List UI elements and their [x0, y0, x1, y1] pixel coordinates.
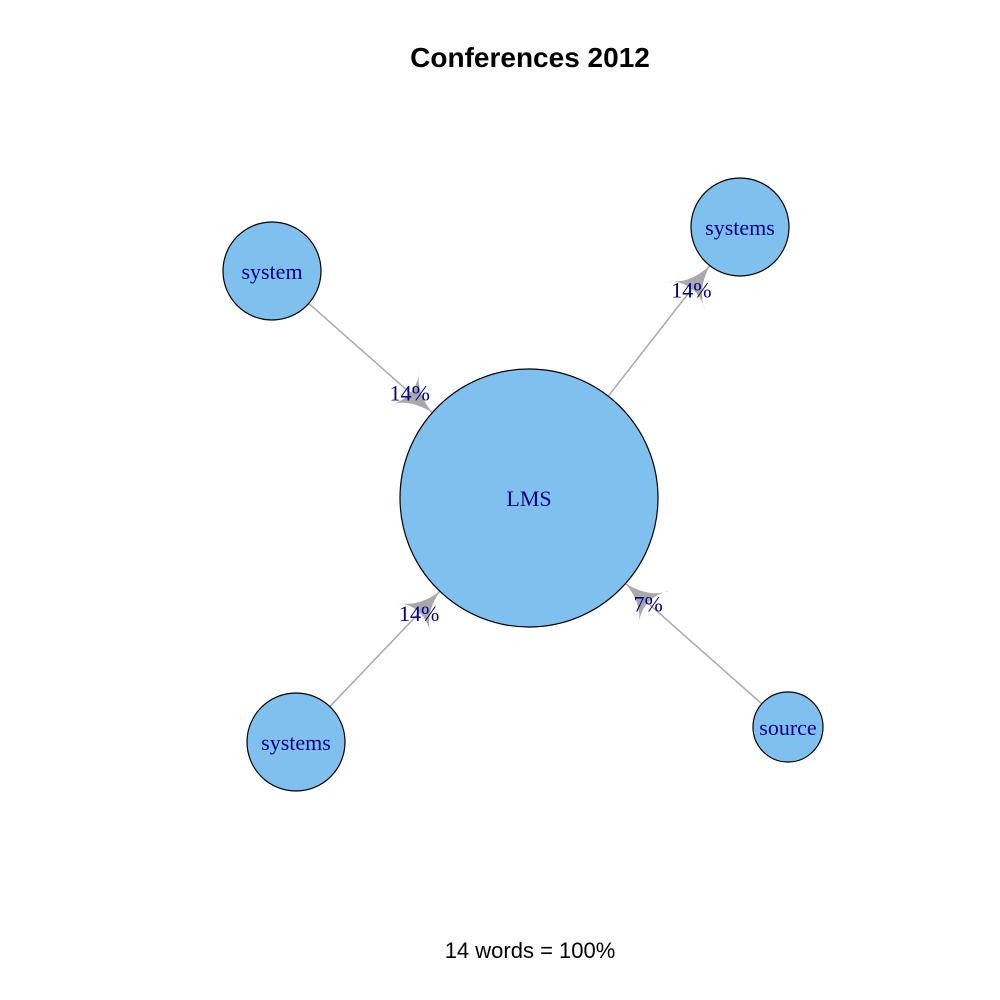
edge-label: 14% — [390, 381, 430, 406]
edge-label: 14% — [671, 277, 711, 302]
diagram-footer: 14 words = 100% — [444, 938, 616, 963]
edge-source-to-lms — [625, 582, 763, 705]
node-label: LMS — [506, 486, 551, 511]
arrowhead-icon — [396, 591, 440, 636]
node-circle — [246, 692, 346, 792]
edge-line — [625, 582, 763, 705]
node-circle — [222, 221, 322, 321]
arrowhead-icon — [625, 583, 671, 627]
edge-label: 14% — [399, 601, 439, 626]
nodes-layer: LMS system systems systems source — [222, 177, 824, 792]
edge-label: 7% — [633, 591, 662, 616]
node-systems-bottom: systems — [246, 692, 346, 792]
edge-labels-layer: 14% 14% 14% 7% — [390, 277, 712, 626]
edge-system-to-lms — [308, 302, 433, 414]
node-label: system — [241, 259, 302, 284]
node-label: systems — [261, 730, 331, 755]
node-source: source — [752, 691, 824, 763]
node-label: source — [759, 715, 816, 740]
node-lms: LMS — [399, 368, 659, 628]
node-label: systems — [705, 215, 775, 240]
node-circle — [399, 368, 659, 628]
node-circle — [752, 691, 824, 763]
arrowhead-icon — [667, 265, 710, 311]
edges-layer — [308, 265, 763, 708]
node-system: system — [222, 221, 322, 321]
arrowhead-icon — [387, 369, 433, 413]
diagram-title: Conferences 2012 — [410, 42, 650, 73]
node-circle — [690, 177, 790, 277]
node-systems-top: systems — [690, 177, 790, 277]
edge-systems-bottom-to-lms — [329, 590, 441, 708]
edge-lms-to-systems-top — [607, 265, 711, 397]
